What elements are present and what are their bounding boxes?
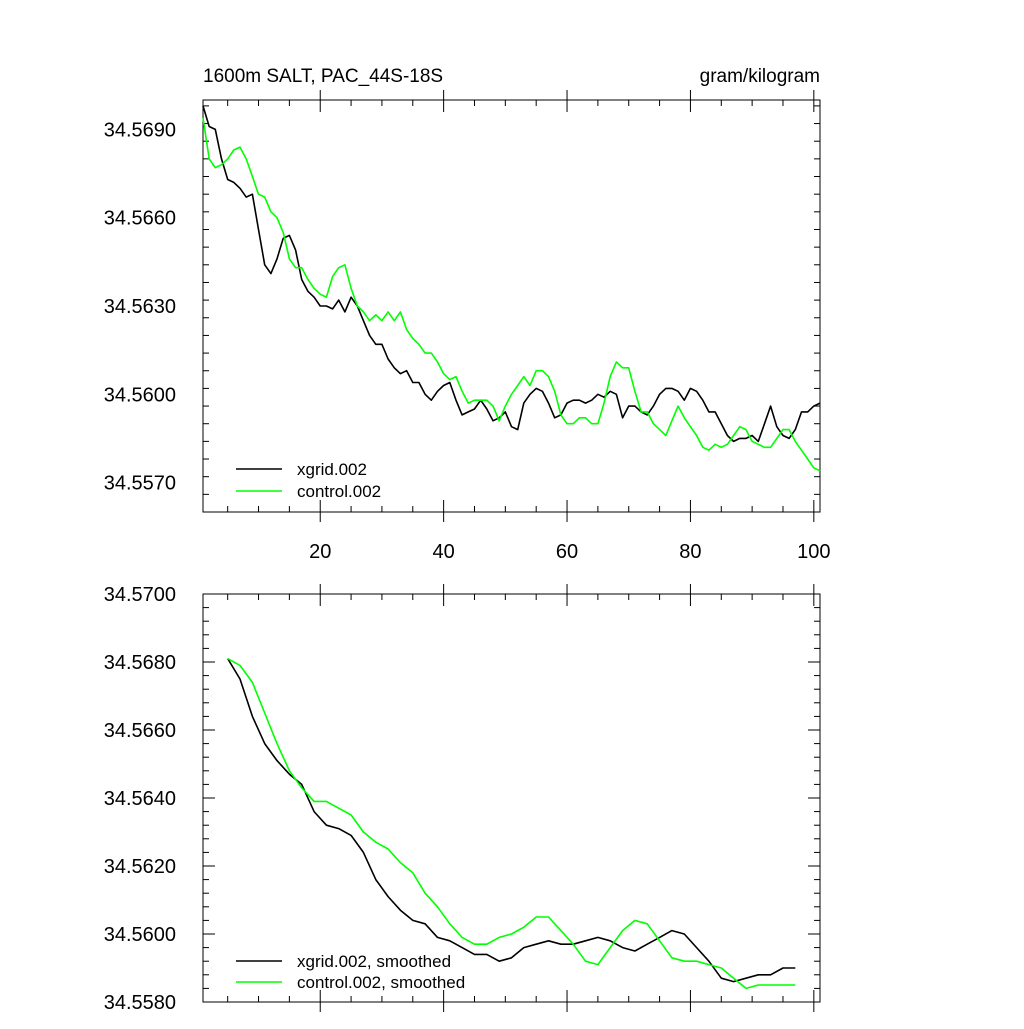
y-tick-label: 34.5640 bbox=[104, 788, 176, 810]
legend: xgrid.002, smoothed control.002, smoothe… bbox=[236, 952, 465, 992]
axis-ticks: 34.5690 34.5660 34.5630 34.5600 34.5570 20 40 6… bbox=[104, 90, 831, 563]
bottom-panel: 34.5700 34.5680 34.5660 34.5640 34.5620 34.56… bbox=[104, 584, 821, 1014]
plot-frame bbox=[202, 99, 821, 513]
series-group bbox=[227, 657, 796, 990]
legend: xgrid.002 control.002 bbox=[236, 460, 381, 501]
y-tick-label: 34.5600 bbox=[104, 384, 176, 406]
series-line-control-002 bbox=[202, 117, 821, 472]
legend-label-control-smoothed: control.002, smoothed bbox=[297, 973, 465, 992]
y-tick-label: 34.5680 bbox=[104, 652, 176, 674]
legend-label-xgrid-smoothed: xgrid.002, smoothed bbox=[297, 952, 451, 971]
legend-label-control: control.002 bbox=[297, 482, 381, 501]
x-tick-label: 100 bbox=[797, 541, 830, 563]
series-line-xgrid-002-smoothed bbox=[227, 658, 796, 983]
axis-ticks: 34.5700 34.5680 34.5660 34.5640 34.5620 34.56… bbox=[104, 584, 820, 1014]
plot-frame bbox=[202, 593, 821, 1003]
y-tick-label: 34.5620 bbox=[104, 856, 176, 878]
y-tick-label: 34.5630 bbox=[104, 296, 176, 318]
x-tick-label: 20 bbox=[309, 541, 331, 563]
legend-label-xgrid: xgrid.002 bbox=[297, 460, 367, 479]
y-tick-label: 34.5660 bbox=[104, 208, 176, 230]
x-tick-label: 60 bbox=[556, 541, 578, 563]
units-label: gram/kilogram bbox=[700, 66, 820, 87]
y-tick-label: 34.5580 bbox=[104, 992, 176, 1014]
chart-title: 1600m SALT, PAC_44S-18S bbox=[203, 66, 443, 87]
x-tick-label: 80 bbox=[679, 541, 701, 563]
y-tick-label: 34.5570 bbox=[104, 473, 176, 495]
series-group bbox=[202, 105, 821, 472]
y-tick-label: 34.5700 bbox=[104, 584, 176, 606]
series-line-xgrid-002 bbox=[202, 105, 821, 443]
series-line-control-002-smoothed bbox=[227, 657, 796, 990]
y-tick-label: 34.5690 bbox=[104, 119, 176, 141]
top-panel: 1600m SALT, PAC_44S-18S gram/kilogram 34… bbox=[104, 66, 831, 563]
y-tick-label: 34.5660 bbox=[104, 720, 176, 742]
y-tick-label: 34.5600 bbox=[104, 924, 176, 946]
x-tick-label: 40 bbox=[433, 541, 455, 563]
